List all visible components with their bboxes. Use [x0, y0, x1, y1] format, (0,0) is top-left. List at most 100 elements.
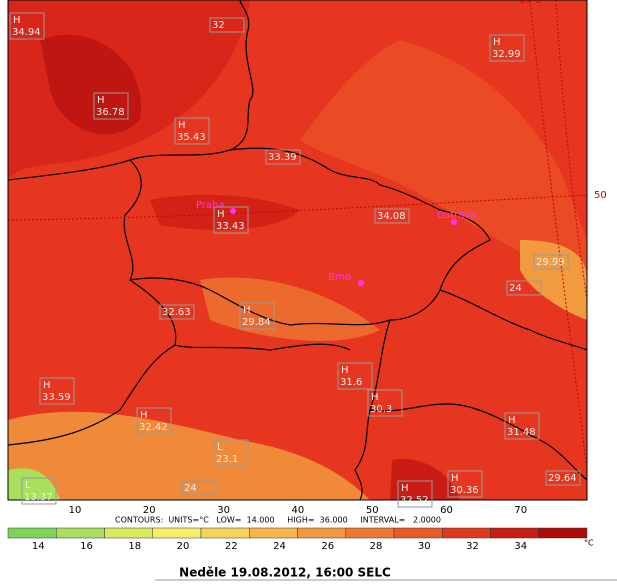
legend-tick: 18: [128, 541, 141, 552]
color-swatch: [393, 527, 443, 539]
extremum-value: 32.52: [400, 495, 429, 506]
legend-tick: 22: [225, 541, 238, 552]
color-swatch: [297, 527, 346, 539]
border: [174, 343, 351, 351]
extremum-value: 33.39: [268, 152, 297, 163]
label-box: [213, 206, 249, 234]
x-axis-label: 30: [217, 505, 230, 516]
legend-tick: 14: [32, 541, 45, 552]
longitude-label: 20°E: [520, 0, 542, 6]
legend-tick: 24: [273, 541, 286, 552]
extremum-label: H32.99: [489, 34, 525, 62]
extremum-kind: H: [508, 415, 516, 426]
extremum-kind: H: [371, 392, 379, 403]
extremum-label: H30.36: [447, 470, 483, 498]
label-box: [533, 254, 569, 270]
extremum-kind: H: [451, 473, 459, 484]
label-box: [136, 407, 172, 435]
color-swatch: [249, 527, 298, 539]
extremum-value: 33.43: [216, 221, 245, 232]
extremum-value: 29.64: [548, 473, 577, 484]
warm-region: [390, 459, 460, 500]
color-swatch: [56, 527, 105, 539]
extremum-kind: L: [217, 442, 223, 453]
extremum-label: H32.42: [136, 407, 172, 435]
color-swatch: [200, 527, 250, 539]
color-swatch: [442, 527, 491, 539]
extremum-value: 33.59: [42, 392, 71, 403]
extremum-kind: H: [13, 15, 21, 26]
extremum-kind: H: [341, 365, 349, 376]
extremum-label: H35.43: [174, 117, 210, 145]
hot-core: [40, 34, 142, 135]
extremum-label: 29.99: [533, 254, 569, 270]
extremum-value: 32.63: [162, 307, 191, 318]
label-box: [174, 117, 210, 145]
color-swatch: [538, 527, 588, 539]
border: [439, 289, 588, 351]
x-axis-label: 10: [69, 505, 82, 516]
extremum-label: H30.3: [367, 389, 403, 417]
extremum-label: 33.39: [265, 149, 301, 165]
label-box: [337, 362, 373, 390]
extremum-label: H34.94: [9, 12, 45, 40]
extremum-label: H33.43: [213, 206, 249, 234]
extremum-value: 29.99: [536, 257, 565, 268]
extremum-value: 31.48: [507, 427, 536, 438]
label-box: [39, 377, 75, 405]
extremum-label: 29.64: [545, 470, 581, 486]
extremum-value: 29.84: [242, 317, 271, 328]
extremum-value: 24: [509, 283, 522, 294]
city-label: Brno: [328, 272, 351, 283]
color-swatch: [152, 527, 202, 539]
legend-tick: 34: [514, 541, 527, 552]
label-box: [489, 34, 525, 62]
x-axis-label: 70: [514, 505, 527, 516]
label-box: [93, 92, 129, 120]
color-swatch: [345, 527, 395, 539]
extremum-kind: H: [243, 305, 251, 316]
extremum-label: 32: [209, 17, 245, 33]
legend-unit: °C: [584, 539, 594, 548]
city-label: Ostrava: [437, 210, 476, 221]
longitude-line: [529, 0, 588, 471]
extremum-kind: H: [493, 37, 501, 48]
extremum-kind: H: [140, 410, 148, 421]
cool-region: [8, 411, 370, 500]
extremum-value: 30.36: [450, 485, 479, 496]
color-swatch: [490, 527, 539, 539]
warm-region: [150, 194, 300, 230]
extremum-label: 32.63: [159, 304, 195, 320]
map: [7, 0, 588, 501]
extremum-label: H36.78: [93, 92, 129, 120]
extremum-kind: H: [217, 209, 225, 220]
extremum-label: H31.48: [504, 412, 540, 440]
color-swatch: [104, 527, 153, 539]
legend-tick: 20: [177, 541, 190, 552]
label-box: [265, 149, 301, 165]
extremum-value: 23.1: [216, 454, 238, 465]
latitude-label: 50: [594, 190, 607, 201]
extremum-value: 30.3: [370, 404, 392, 415]
label-box: [21, 477, 57, 505]
label-box: [209, 17, 245, 33]
extremum-kind: H: [401, 483, 409, 494]
extremum-value: 32.99: [492, 49, 521, 60]
color-swatch: [7, 527, 57, 539]
cooler-region: [300, 40, 587, 300]
city-label: Praha: [196, 200, 225, 211]
border: [7, 0, 254, 181]
legend-tick: 28: [370, 541, 383, 552]
label-box: [506, 280, 542, 296]
city-dot: [358, 280, 364, 286]
label-box: [181, 480, 217, 496]
x-axis-label: 20: [143, 505, 156, 516]
contour-info: CONTOURS: UNITS=°C LOW= 14.000 HIGH= 36.…: [115, 516, 441, 525]
extremum-label: H32.52: [397, 480, 433, 508]
label-box: [239, 302, 275, 330]
extremum-label: H33.59: [39, 377, 75, 405]
legend-tick: 16: [80, 541, 93, 552]
label-box: [397, 480, 433, 508]
label-box: [374, 208, 410, 224]
